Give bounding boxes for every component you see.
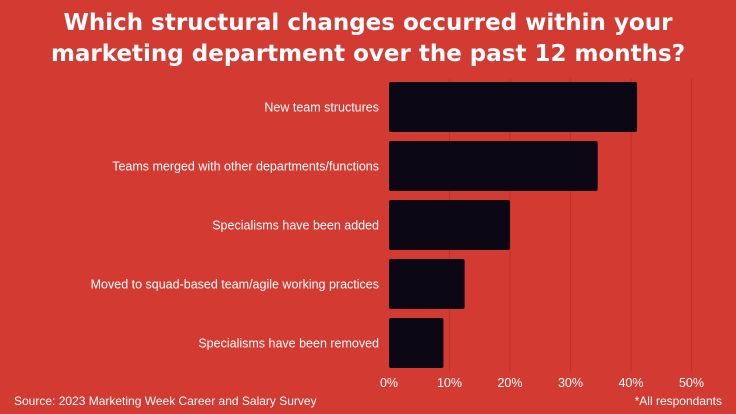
category-label: Specialisms have been added	[212, 219, 379, 233]
x-tick-label: 30%	[558, 376, 583, 390]
bar	[389, 82, 638, 132]
bar	[389, 318, 444, 368]
x-tick-label: 0%	[380, 376, 398, 390]
chart-title: Which structural changes occurred within…	[0, 8, 736, 70]
bar	[389, 200, 510, 250]
x-tick-label: 20%	[497, 376, 522, 390]
bar	[389, 259, 465, 309]
category-label: Teams merged with other departments/func…	[112, 160, 379, 174]
x-axis-ticks: 0% 10% 20% 30% 40% 50%	[380, 376, 704, 390]
bars	[389, 82, 638, 368]
category-labels: New team structures Teams merged with oth…	[91, 101, 379, 351]
x-tick-label: 40%	[618, 376, 643, 390]
bar	[389, 141, 598, 191]
category-label: Specialisms have been removed	[198, 337, 379, 351]
respondents-note: *All respondants	[634, 394, 722, 408]
category-label: New team structures	[264, 101, 379, 115]
chart-title-line-1: Which structural changes occurred within…	[63, 10, 673, 36]
x-tick-label: 50%	[679, 376, 704, 390]
chart-title-line-2: marketing department over the past 12 mo…	[50, 41, 686, 67]
source-note: Source: 2023 Marketing Week Career and S…	[14, 394, 317, 408]
x-tick-label: 10%	[437, 376, 462, 390]
category-label: Moved to squad-based team/agile working …	[91, 278, 379, 292]
